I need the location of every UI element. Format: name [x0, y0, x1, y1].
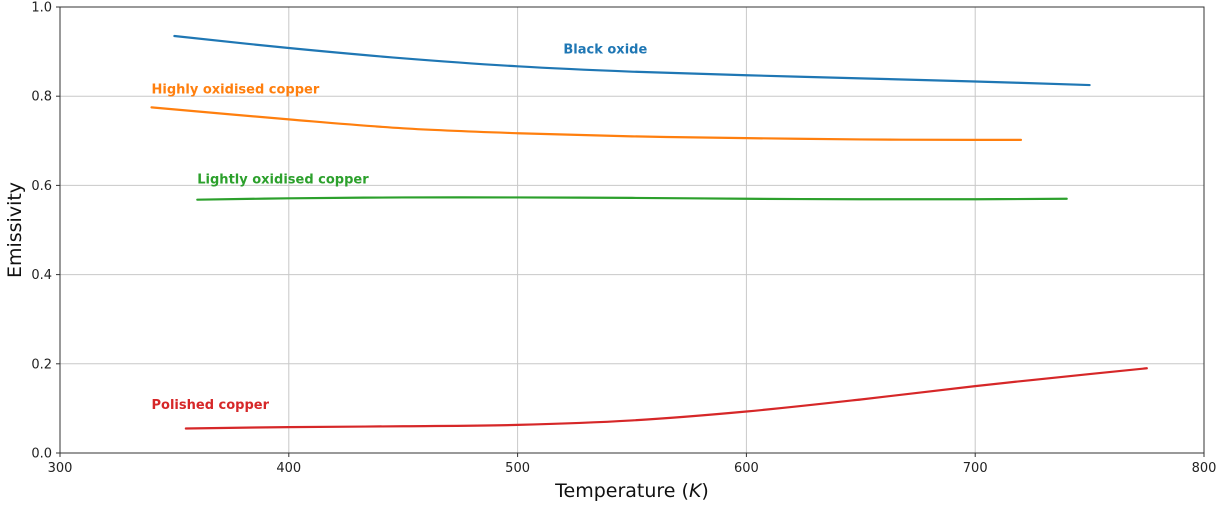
plot-area-frame — [59, 6, 1205, 454]
tick-layer: 300 400 500 600 700 800 0.0 0.2 0.4 0.6 0.8 1.0 — [31, 1, 1216, 477]
x-tick-label: 600 — [734, 461, 759, 476]
y-tick-label: 0.0 — [31, 447, 52, 462]
y-tick-label: 0.2 — [31, 357, 52, 372]
grid-layer — [60, 7, 1204, 453]
series-layer — [150, 34, 1148, 430]
y-tick-label: 1.0 — [31, 1, 52, 16]
series-line-highly-oxidised-copper — [150, 106, 1023, 142]
x-axis-label-close: ) — [701, 480, 708, 502]
x-tick-label: 300 — [48, 461, 73, 476]
series-label-polished-copper: Polished copper — [152, 398, 270, 413]
x-tick-label: 700 — [963, 461, 988, 476]
series-label-black-oxide: Black oxide — [563, 42, 647, 57]
x-tick-label: 500 — [505, 461, 530, 476]
x-tick-label: 800 — [1192, 461, 1217, 476]
series-line-black-oxide — [173, 34, 1091, 87]
y-tick-label: 0.8 — [31, 90, 52, 105]
x-axis-label-unit: K — [689, 480, 703, 502]
y-axis-label: Emissivity — [4, 182, 26, 278]
x-axis-label: Temperature (K) — [554, 480, 709, 502]
y-tick-label: 0.4 — [31, 268, 52, 283]
series-label-lightly-oxidised-copper: Lightly oxidised copper — [197, 173, 369, 188]
series-line-polished-copper — [184, 367, 1148, 430]
x-tick-label: 400 — [276, 461, 301, 476]
series-line-lightly-oxidised-copper — [196, 196, 1068, 201]
series-label-layer: Black oxide Highly oxidised copper Lightly… — [152, 42, 648, 412]
series-label-highly-oxidised-copper: Highly oxidised copper — [152, 83, 320, 98]
y-tick-label: 0.6 — [31, 179, 52, 194]
x-axis-label-main: Temperature ( — [554, 480, 689, 502]
